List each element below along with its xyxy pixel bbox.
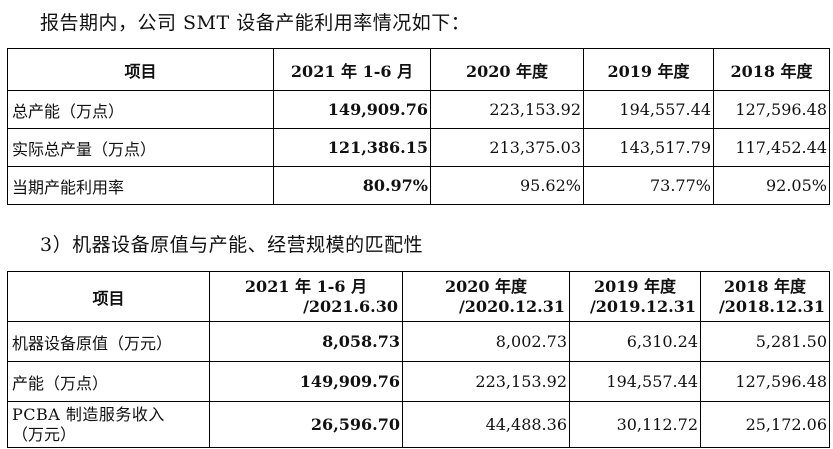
header-line: 2020 年度 (444, 276, 528, 296)
cell-value: 25,172.06 (700, 401, 830, 448)
cell-value: 223,153.92 (430, 90, 584, 129)
header-2018: 2018 年度/2018.12.31 (700, 271, 830, 322)
cell-value: 8,058.73 (209, 321, 403, 362)
header-line: 2019 年度 (593, 276, 677, 296)
cell-value: 149,909.76 (273, 90, 431, 129)
table-header-row: 项目 2021 年 1-6 月/2021.6.30 2020 年度/2020.1… (7, 271, 830, 322)
cell-value: 213,375.03 (430, 128, 584, 167)
cell-value: 127,596.48 (713, 90, 830, 129)
table-row: PCBA 制造服务收入 （万元） 26,596.70 44,488.36 30,… (7, 401, 830, 448)
cell-value: 127,596.48 (700, 361, 830, 402)
cell-value: 73.77% (583, 166, 714, 205)
header-2021h1: 2021 年 1-6 月/2021.6.30 (209, 271, 403, 322)
cell-value: 30,112.72 (569, 401, 701, 448)
header-2018: 2018 年度 (713, 48, 830, 91)
header-line: /2019.12.31 (589, 296, 696, 316)
header-2019: 2019 年度/2019.12.31 (569, 271, 701, 322)
header-line: /2018.12.31 (718, 296, 825, 316)
cell-value: 223,153.92 (402, 361, 570, 402)
header-2020: 2020 年度/2020.12.31 (402, 271, 570, 322)
header-line: 2021 年 1-6 月 (244, 276, 368, 296)
header-line: 项目 (92, 288, 125, 308)
cell-value: 143,517.79 (583, 128, 714, 167)
header-2021h1: 2021 年 1-6 月 (273, 48, 431, 91)
row-label-line: （万元） (12, 424, 77, 444)
header-line: /2020.12.31 (458, 296, 565, 316)
table-row: 产能（万点） 149,909.76 223,153.92 194,557.44 … (7, 361, 830, 402)
cell-value: 92.05% (713, 166, 830, 205)
cell-value: 121,386.15 (273, 128, 431, 167)
cell-value: 149,909.76 (209, 361, 403, 402)
smt-capacity-table: 项目 2021 年 1-6 月 2020 年度 2019 年度 2018 年度 … (7, 48, 830, 205)
cell-value: 95.62% (430, 166, 584, 205)
header-2020: 2020 年度 (430, 48, 584, 91)
intro-text: 报告期内，公司 SMT 设备产能利用率情况如下： (40, 12, 471, 34)
cell-value: 6,310.24 (569, 321, 701, 362)
table-header-row: 项目 2021 年 1-6 月 2020 年度 2019 年度 2018 年度 (7, 48, 830, 91)
cell-value: 26,596.70 (209, 401, 403, 448)
table-row: 当期产能利用率 80.97% 95.62% 73.77% 92.05% (7, 166, 830, 205)
row-label: 产能（万点） (7, 361, 210, 402)
cell-value: 194,557.44 (583, 90, 714, 129)
cell-value: 5,281.50 (700, 321, 830, 362)
cell-value: 80.97% (273, 166, 431, 205)
row-label: 实际总产量（万点） (7, 128, 274, 167)
header-line: 2018 年度 (723, 276, 807, 296)
header-item: 项目 (7, 271, 210, 322)
row-label: 当期产能利用率 (7, 166, 274, 205)
row-label: 总产能（万点） (7, 90, 274, 129)
cell-value: 194,557.44 (569, 361, 701, 402)
cell-value: 117,452.44 (713, 128, 830, 167)
header-line: /2021.6.30 (303, 296, 398, 316)
table-row: 机器设备原值（万元） 8,058.73 8,002.73 6,310.24 5,… (7, 321, 830, 362)
header-item: 项目 (7, 48, 274, 91)
row-label-line: PCBA 制造服务收入 (12, 404, 165, 424)
equipment-matching-table: 项目 2021 年 1-6 月/2021.6.30 2020 年度/2020.1… (7, 271, 830, 448)
row-label: 机器设备原值（万元） (7, 321, 210, 362)
cell-value: 8,002.73 (402, 321, 570, 362)
section-title: 3）机器设备原值与产能、经营规模的匹配性 (40, 234, 424, 256)
cell-value: 44,488.36 (402, 401, 570, 448)
table-row: 实际总产量（万点） 121,386.15 213,375.03 143,517.… (7, 128, 830, 167)
header-2019: 2019 年度 (583, 48, 714, 91)
table-row: 总产能（万点） 149,909.76 223,153.92 194,557.44… (7, 90, 830, 129)
row-label: PCBA 制造服务收入 （万元） (7, 401, 210, 448)
